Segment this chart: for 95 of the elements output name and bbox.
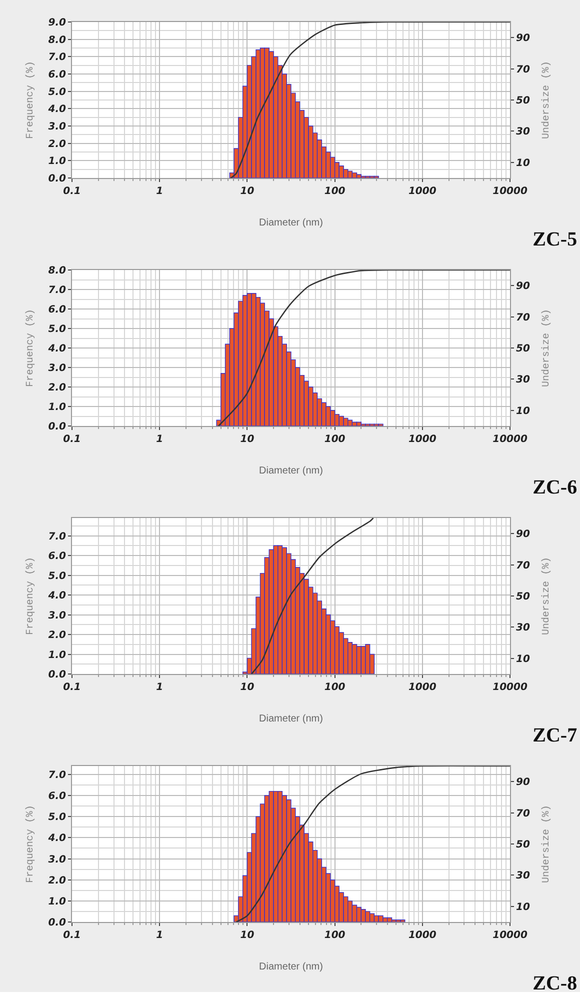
x-tick-label: 0.1 (63, 930, 81, 941)
y-tick-label: 7.0 (48, 770, 66, 781)
y-tick-label: 2.0 (48, 138, 66, 150)
y2-tick-label: 50 (516, 840, 530, 850)
x-tick-label: 0.1 (63, 434, 81, 445)
y-tick-label: 6.0 (48, 791, 66, 802)
x-tick-label: 10000 (492, 930, 528, 941)
x-tick-label: 1000 (408, 186, 436, 197)
x-tick-label: 100 (324, 434, 346, 445)
y-axis-title: Frequency (%) (24, 60, 36, 140)
y-tick-label: 4.0 (47, 590, 66, 602)
y-tick-label: 3.0 (48, 854, 66, 866)
x-tick-label: 1 (156, 434, 164, 445)
y2-axis-title: Undersize (%) (540, 804, 552, 884)
y-tick-label: 7.0 (48, 52, 66, 64)
y-tick-label: 3.0 (48, 610, 66, 622)
y-tick-label: 0.0 (48, 670, 66, 680)
y2-tick-label: 30 (516, 374, 530, 386)
x-tick-label: 10 (240, 434, 254, 445)
x-tick-label: 1000 (408, 930, 436, 941)
y-tick-label: 4.0 (47, 833, 66, 844)
x-tick-label: 1 (156, 186, 164, 197)
y-tick-label: 5.0 (48, 86, 66, 98)
y-tick-label: 7.0 (48, 531, 66, 542)
y-axis-title: Frequency (%) (24, 308, 36, 388)
x-tick-label: 100 (324, 186, 346, 197)
text: ZC-8 (532, 972, 578, 993)
x-tick-label: 10 (240, 930, 254, 941)
y2-tick-label: 30 (516, 870, 530, 882)
y2-tick-label: 30 (516, 126, 530, 138)
x-tick-label: 0.1 (63, 186, 81, 197)
x-tick-label: 10000 (492, 186, 528, 197)
x-axis-title: Diameter (nm) (259, 218, 323, 228)
y-tick-label: 0.0 (48, 422, 66, 432)
y-tick-label: 8.0 (48, 34, 66, 46)
x-tick-label: 1 (156, 682, 164, 693)
y-tick-label: 2.0 (48, 630, 66, 642)
y-tick-label: 1.0 (48, 896, 66, 908)
x-tick-label: 1 (156, 930, 164, 941)
x-axis-title: Diameter (nm) (259, 466, 323, 476)
y2-tick-label: 90 (516, 777, 530, 788)
y2-tick-label: 50 (516, 96, 530, 106)
y-tick-label: 4.0 (47, 104, 66, 116)
y2-tick-label: 70 (516, 560, 530, 572)
y-tick-label: 5.0 (48, 812, 66, 824)
y2-tick-label: 10 (516, 902, 530, 913)
y-tick-label: 6.0 (48, 70, 66, 80)
y-tick-label: 8.0 (48, 266, 66, 276)
x-axis-title: Diameter (nm) (259, 962, 323, 972)
x-tick-label: 100 (324, 682, 346, 693)
y2-axis-title: Undersize (%) (540, 556, 552, 636)
x-tick-label: 100 (324, 930, 346, 941)
y-tick-label: 7.0 (48, 285, 66, 296)
x-tick-label: 10 (240, 186, 254, 197)
y2-tick-label: 70 (516, 808, 530, 820)
y-tick-label: 6.0 (48, 551, 66, 562)
y-tick-label: 9.0 (48, 18, 66, 28)
y2-tick-label: 10 (516, 654, 530, 665)
x-tick-label: 0.1 (63, 682, 81, 693)
y-tick-label: 4.0 (47, 344, 66, 354)
y2-tick-label: 50 (516, 344, 530, 354)
x-tick-label: 10000 (492, 434, 528, 445)
text: ZC-5 (532, 228, 578, 251)
y-axis-title: Frequency (%) (24, 556, 36, 636)
y2-axis-title: Undersize (%) (540, 60, 552, 140)
y-tick-label: 0.0 (48, 918, 66, 928)
y2-tick-label: 10 (516, 158, 530, 169)
y-tick-label: 1.0 (48, 650, 66, 661)
y-tick-label: 1.0 (48, 402, 66, 413)
text: ZC-7 (532, 724, 578, 747)
y-tick-label: 5.0 (48, 570, 66, 582)
y-tick-label: 0.0 (48, 174, 66, 184)
y2-tick-label: 90 (516, 281, 530, 292)
y-tick-label: 2.0 (48, 875, 66, 886)
y2-tick-label: 30 (516, 622, 530, 634)
y2-tick-label: 70 (516, 312, 530, 324)
y-tick-label: 6.0 (48, 304, 66, 316)
y-axis-title: Frequency (%) (24, 804, 36, 884)
y-tick-label: 3.0 (48, 363, 66, 374)
x-tick-label: 1000 (408, 434, 436, 445)
x-tick-label: 1000 (408, 682, 436, 693)
y2-tick-label: 90 (516, 529, 530, 540)
y-tick-label: 1.0 (48, 156, 66, 168)
x-tick-label: 10000 (492, 682, 528, 693)
x-axis-title: Diameter (nm) (259, 714, 323, 724)
y2-axis-title: Undersize (%) (540, 308, 552, 388)
y2-tick-label: 50 (516, 592, 530, 602)
x-tick-label: 10 (240, 682, 254, 693)
y2-tick-label: 70 (516, 64, 530, 76)
y2-tick-label: 90 (516, 33, 530, 44)
y2-tick-label: 10 (516, 406, 530, 417)
text: ZC-6 (532, 476, 578, 499)
y-tick-label: 5.0 (48, 324, 66, 335)
y-tick-label: 2.0 (48, 382, 66, 394)
y-tick-label: 3.0 (48, 122, 66, 132)
